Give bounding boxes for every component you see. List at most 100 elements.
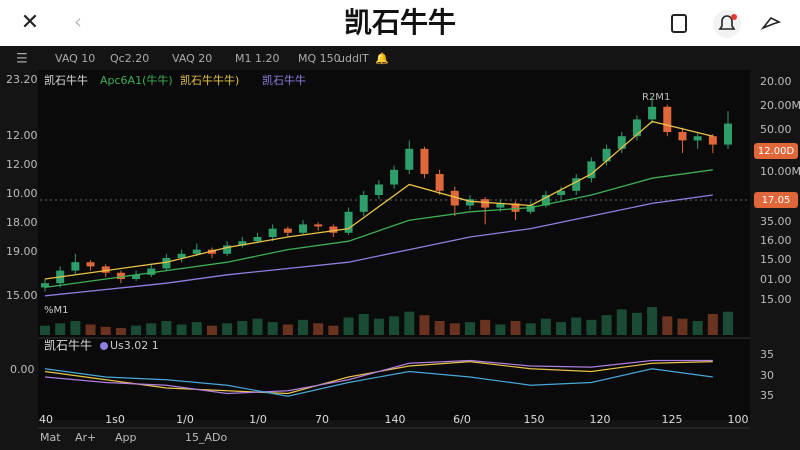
candle-body xyxy=(617,136,626,149)
candle-body xyxy=(678,132,687,141)
toolbar-item[interactable]: M1 1.20 xyxy=(235,52,279,65)
candle-body xyxy=(374,184,383,195)
candle-body xyxy=(481,199,490,208)
bottom-tab[interactable]: Mat xyxy=(40,431,61,444)
volume-bar xyxy=(556,322,567,335)
bell-button[interactable] xyxy=(713,10,741,38)
toolbar-item[interactable]: VAQ 10 xyxy=(55,52,95,65)
volume-bar xyxy=(647,307,658,335)
volume-bar xyxy=(191,322,202,335)
right-axis-label: 16.00 xyxy=(760,234,792,247)
candle-body xyxy=(435,174,444,191)
candle-body xyxy=(223,245,232,254)
volume-bar xyxy=(373,318,384,335)
volume-bar xyxy=(85,324,96,335)
bottom-tab[interactable]: Ar+ xyxy=(75,431,96,444)
oscillator-title: 凯石牛牛 xyxy=(44,338,92,353)
candle-body xyxy=(526,205,535,212)
alert-icon[interactable]: 🔔 xyxy=(375,52,389,65)
share-icon[interactable] xyxy=(760,16,782,30)
x-axis-label: 150 xyxy=(524,413,545,426)
price-badge-label: 17.05 xyxy=(762,195,791,206)
price-badge xyxy=(754,192,798,208)
volume-bar xyxy=(510,321,521,335)
menu-icon[interactable]: ☰ xyxy=(16,52,28,67)
candle-body xyxy=(359,195,368,212)
x-axis-label: 70 xyxy=(315,413,329,426)
candle-body xyxy=(541,195,550,206)
volume-bar xyxy=(464,322,475,335)
volume-bar xyxy=(70,321,81,335)
candle-body xyxy=(572,178,581,191)
legend-item: 凯石牛牛牛) xyxy=(180,73,239,87)
bell-icon xyxy=(718,15,736,30)
candle-body xyxy=(708,136,717,145)
bottom-tab[interactable]: App xyxy=(115,431,137,444)
moving-average xyxy=(44,194,713,297)
candle-body xyxy=(86,262,95,267)
back-button[interactable]: ‹ xyxy=(74,10,82,34)
volume-bar xyxy=(252,318,263,335)
volume-bar xyxy=(282,324,293,335)
toolbar-item[interactable]: uddlT xyxy=(338,52,369,65)
oscillator-label: Us3.02 1 xyxy=(110,339,159,352)
toolbar-item[interactable]: VAQ 20 xyxy=(172,52,212,65)
volume-bar xyxy=(146,323,157,335)
volume-bar xyxy=(55,323,66,335)
moving-average xyxy=(44,120,713,280)
volume-bar xyxy=(449,323,460,335)
volume-bar xyxy=(222,323,233,335)
legend-item: Apc6A1(牛牛) xyxy=(100,73,173,87)
right-axis-label: 15.00 xyxy=(760,293,792,306)
candle-body xyxy=(314,224,323,227)
volume-bar xyxy=(358,314,369,335)
book-icon[interactable] xyxy=(671,14,687,33)
candle-body xyxy=(602,148,611,162)
volume-bar xyxy=(419,315,430,335)
candle-body xyxy=(283,228,292,233)
candle-body xyxy=(116,272,125,279)
volume-bar xyxy=(707,314,718,335)
moving-average xyxy=(44,169,713,289)
volume-bar xyxy=(161,321,172,335)
volume-label: %M1 xyxy=(44,305,69,316)
volume-bar xyxy=(525,323,536,335)
oscillator-right-label: 35 xyxy=(760,348,774,361)
toolbar-item[interactable]: Qc2.20 xyxy=(110,52,149,65)
oscillator-dot xyxy=(100,342,108,350)
oscillator-line xyxy=(44,368,713,397)
volume-bar xyxy=(677,318,688,335)
candle-body xyxy=(344,211,353,233)
candle-body xyxy=(101,266,110,273)
volume-bar xyxy=(434,321,445,335)
volume-bar xyxy=(328,325,339,335)
oscillator-line xyxy=(44,359,713,395)
candle-body xyxy=(390,169,399,185)
x-axis-label: 1/0 xyxy=(176,413,194,426)
right-axis-label: 50.00 xyxy=(760,123,792,136)
right-axis-label: 20.00 xyxy=(760,75,792,88)
volume-bar xyxy=(343,317,354,335)
oscillator-right-label: 35 xyxy=(760,389,774,402)
bottom-tab[interactable]: 15_ADo xyxy=(185,431,227,444)
left-axis-label: 15.00 xyxy=(6,289,38,302)
candle-body xyxy=(587,161,596,179)
candle-body xyxy=(450,190,459,206)
left-axis-label: 10.00 xyxy=(6,187,38,200)
x-axis-label: 6/0 xyxy=(453,413,471,426)
close-button[interactable]: ✕ xyxy=(21,10,39,35)
candle-body xyxy=(41,283,49,288)
legend-item: 凯石牛牛 xyxy=(44,73,88,87)
volume-bar xyxy=(571,317,582,335)
notification-dot xyxy=(731,14,737,20)
left-axis-label: 12.00 xyxy=(6,158,38,171)
candle-body xyxy=(693,136,702,141)
toolbar-item[interactable]: MQ 150 xyxy=(298,52,341,65)
volume-bar xyxy=(115,328,126,335)
candle-body xyxy=(71,262,80,271)
candle-body xyxy=(405,148,414,170)
candle-body xyxy=(238,241,247,246)
left-axis-label: 19.00 xyxy=(6,245,38,258)
candle-body xyxy=(511,203,520,212)
oscillator-left-label: 0.00 xyxy=(10,363,35,376)
